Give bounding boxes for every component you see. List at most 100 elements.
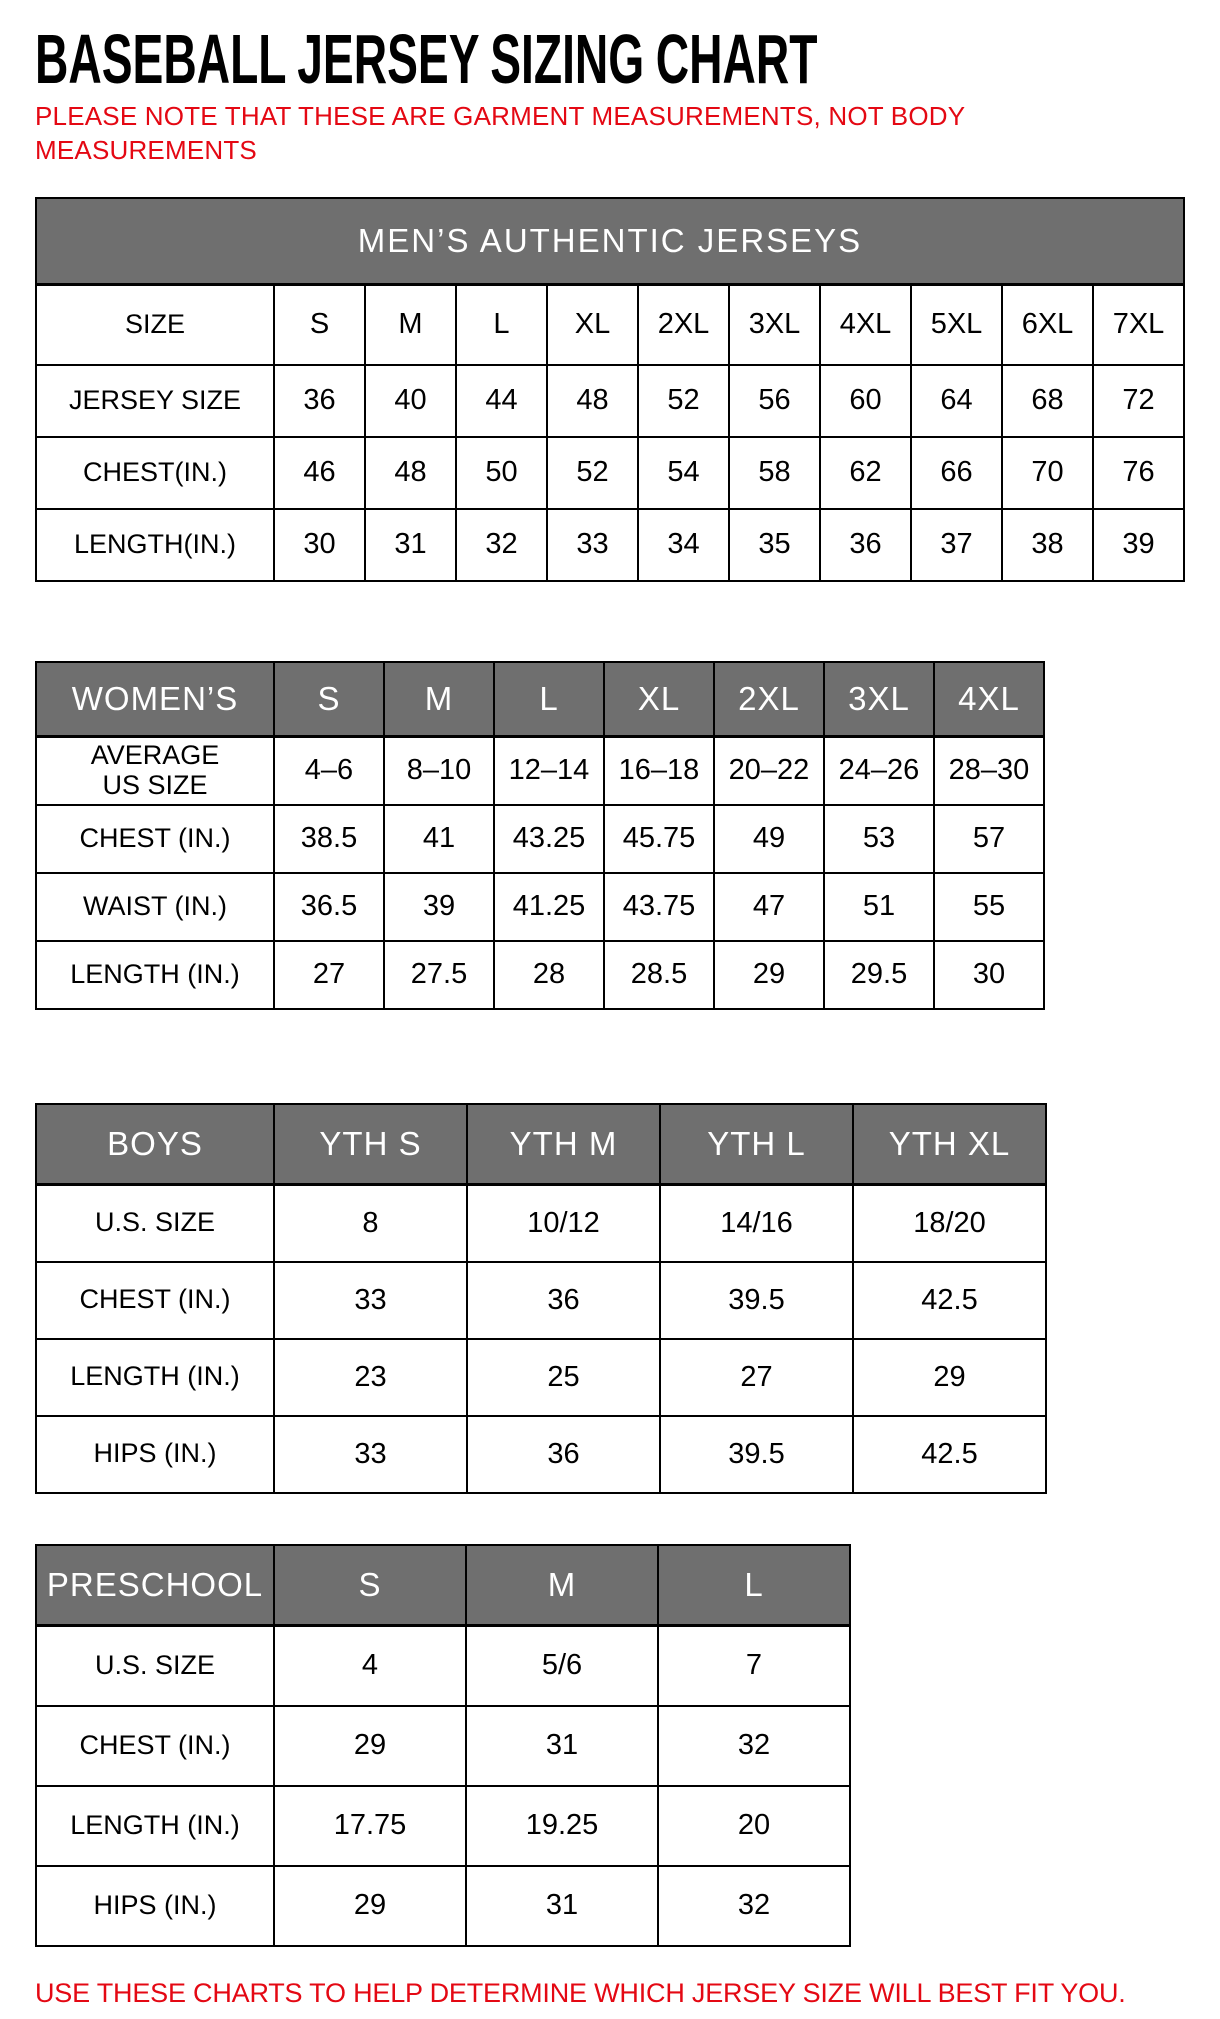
size-column-header: XL	[546, 283, 639, 366]
size-column-header: YTH M	[466, 1102, 661, 1186]
measurement-value: 60	[819, 363, 912, 438]
gray-header-row: WOMEN’S S M L XL 2XL 3XL 4XL	[35, 660, 1045, 738]
measurement-value: 29	[713, 939, 825, 1010]
measurement-value: 36	[466, 1414, 661, 1494]
row-label: AVERAGE US SIZE	[35, 735, 275, 806]
measurement-value: 42.5	[852, 1414, 1047, 1494]
size-column-header: YTH S	[273, 1102, 468, 1186]
measurement-value: 48	[546, 363, 639, 438]
measurement-value: 66	[910, 435, 1003, 510]
measurement-value: 29	[273, 1704, 467, 1787]
measurement-value: 45.75	[603, 803, 715, 874]
preschool-sizing-table: PRESCHOOL S M L U.S. SIZE 4 5/6 7 CHEST (IN.) 29 3…	[35, 1543, 851, 1947]
measurement-value: 36.5	[273, 871, 385, 942]
measurement-value: 52	[637, 363, 730, 438]
measurement-value: 24–26	[823, 735, 935, 806]
measurement-value: 31	[465, 1864, 659, 1947]
size-label-header: SIZE	[35, 283, 275, 366]
footer-note: USE THESE CHARTS TO HELP DETERMINE WHICH…	[35, 1977, 1126, 2008]
boys-sizing-table: BOYS YTH S YTH M YTH L YTH XL U.S. SIZE 8 10/12…	[35, 1102, 1047, 1494]
size-column-header: 2XL	[637, 283, 730, 366]
size-column-header: S	[273, 1543, 467, 1627]
page-title-text: BASEBALL JERSEY SIZING CHART	[35, 20, 818, 98]
measurement-value: 70	[1001, 435, 1094, 510]
measurement-value: 18/20	[852, 1183, 1047, 1263]
measurement-value: 39	[383, 871, 495, 942]
measurement-value: 43.75	[603, 871, 715, 942]
measurement-value: 29	[852, 1337, 1047, 1417]
size-column-header: YTH XL	[852, 1102, 1047, 1186]
measurement-value: 8	[273, 1183, 468, 1263]
measurement-value: 68	[1001, 363, 1094, 438]
size-column-header: 2XL	[713, 660, 825, 738]
measurement-row: LENGTH (IN.) 23 25 27 29	[35, 1337, 1047, 1417]
measurement-value: 64	[910, 363, 1003, 438]
measurement-value: 42.5	[852, 1260, 1047, 1340]
row-label: U.S. SIZE	[35, 1624, 275, 1707]
row-label: LENGTH (IN.)	[35, 1337, 275, 1417]
row-label: U.S. SIZE	[35, 1183, 275, 1263]
measurement-value: 31	[364, 507, 457, 582]
measurement-value: 51	[823, 871, 935, 942]
measurement-value: 31	[465, 1704, 659, 1787]
measurement-row: JERSEY SIZE 36 40 44 48 52 56 60 64 68 72	[35, 363, 1185, 438]
size-column-header: YTH L	[659, 1102, 854, 1186]
measurement-value: 33	[546, 507, 639, 582]
measurement-value: 27.5	[383, 939, 495, 1010]
size-column-header: 3XL	[823, 660, 935, 738]
measurement-value: 38	[1001, 507, 1094, 582]
row-label: CHEST (IN.)	[35, 1704, 275, 1787]
measurement-row: LENGTH (IN.) 27 27.5 28 28.5 29 29.5 30	[35, 939, 1045, 1010]
measurement-value: 19.25	[465, 1784, 659, 1867]
measurement-row: LENGTH(IN.) 30 31 32 33 34 35 36 37 38 39	[35, 507, 1185, 582]
gray-header-row: PRESCHOOL S M L	[35, 1543, 851, 1627]
size-column-header: XL	[603, 660, 715, 738]
measurement-row: WAIST (IN.) 36.5 39 41.25 43.75 47 51 55	[35, 871, 1045, 942]
group-label-header: WOMEN’S	[35, 660, 275, 738]
measurement-value: 12–14	[493, 735, 605, 806]
measurement-value: 55	[933, 871, 1045, 942]
size-column-header: 5XL	[910, 283, 1003, 366]
measurement-value: 35	[728, 507, 821, 582]
garment-measurement-note: PLEASE NOTE THAT THESE ARE GARMENT MEASU…	[35, 101, 966, 165]
measurement-value: 38.5	[273, 803, 385, 874]
row-label: WAIST (IN.)	[35, 871, 275, 942]
measurement-value: 44	[455, 363, 548, 438]
size-column-header: 4XL	[819, 283, 912, 366]
measurement-row: LENGTH (IN.) 17.75 19.25 20	[35, 1784, 851, 1867]
table-banner: MEN’S AUTHENTIC JERSEYS	[35, 196, 1185, 286]
measurement-value: 53	[823, 803, 935, 874]
row-label: CHEST (IN.)	[35, 803, 275, 874]
size-column-header: L	[493, 660, 605, 738]
measurement-row: HIPS (IN.) 29 31 32	[35, 1864, 851, 1947]
measurement-value: 36	[273, 363, 366, 438]
measurement-value: 41	[383, 803, 495, 874]
measurement-value: 27	[273, 939, 385, 1010]
size-column-header: 4XL	[933, 660, 1045, 738]
measurement-value: 28–30	[933, 735, 1045, 806]
measurement-value: 7	[657, 1624, 851, 1707]
measurement-value: 56	[728, 363, 821, 438]
measurement-value: 57	[933, 803, 1045, 874]
mens-authentic-jerseys-table: MEN’S AUTHENTIC JERSEYS SIZE S M L XL 2XL 3XL 4X…	[35, 196, 1185, 582]
size-column-header: M	[465, 1543, 659, 1627]
measurement-value: 39.5	[659, 1260, 854, 1340]
row-label: CHEST(IN.)	[35, 435, 275, 510]
measurement-value: 33	[273, 1260, 468, 1340]
size-column-header: S	[273, 283, 366, 366]
measurement-row: CHEST (IN.) 38.5 41 43.25 45.75 49 53 57	[35, 803, 1045, 874]
size-column-header: 6XL	[1001, 283, 1094, 366]
measurement-row: U.S. SIZE 4 5/6 7	[35, 1624, 851, 1707]
measurement-value: 27	[659, 1337, 854, 1417]
measurement-value: 30	[933, 939, 1045, 1010]
measurement-row: AVERAGE US SIZE 4–6 8–10 12–14 16–18 20–22 24–…	[35, 735, 1045, 806]
row-label: LENGTH (IN.)	[35, 939, 275, 1010]
measurement-value: 28	[493, 939, 605, 1010]
measurement-value: 76	[1092, 435, 1185, 510]
size-column-header: L	[455, 283, 548, 366]
page-title: BASEBALL JERSEY SIZING CHART	[35, 20, 1190, 98]
size-column-header: S	[273, 660, 385, 738]
measurement-value: 36	[819, 507, 912, 582]
measurement-row: CHEST (IN.) 29 31 32	[35, 1704, 851, 1787]
